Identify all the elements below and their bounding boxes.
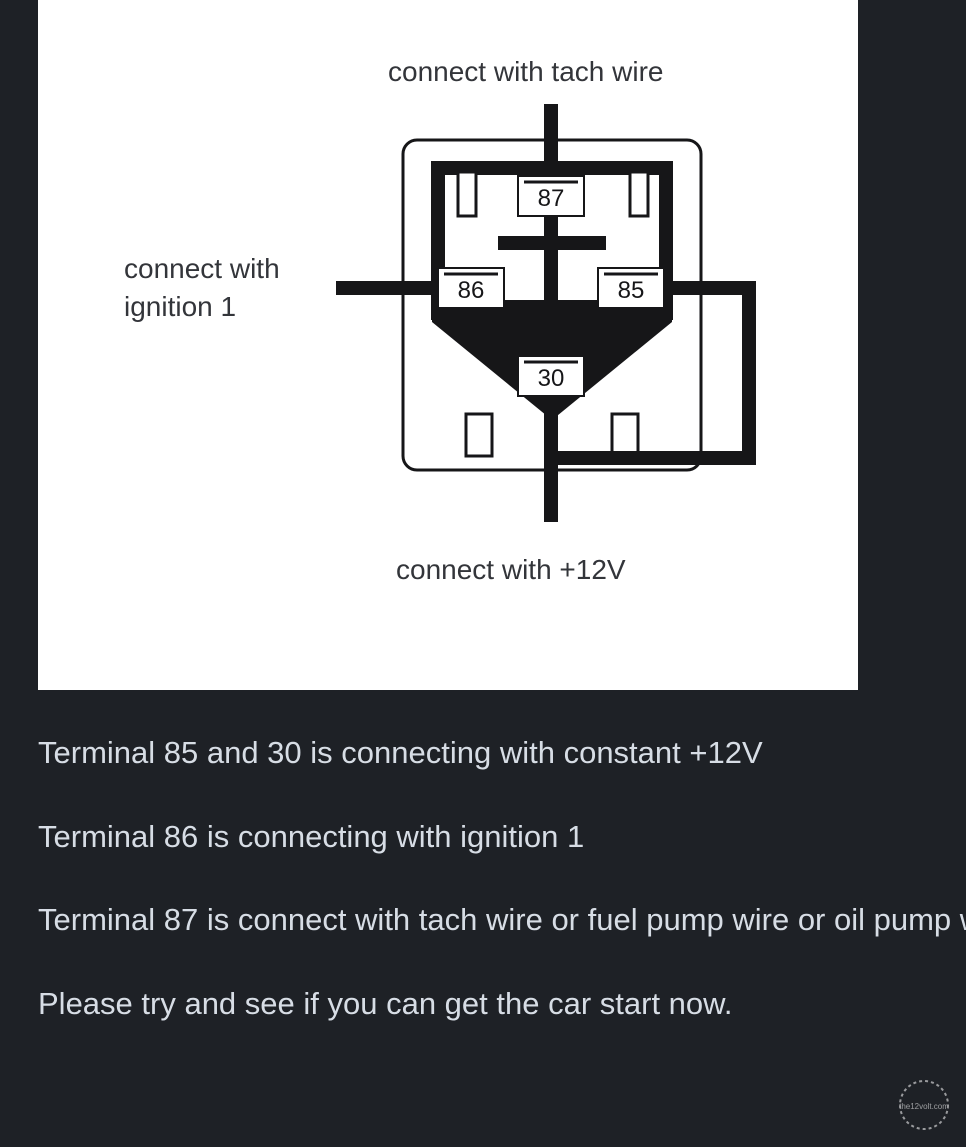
- para-3: Terminal 87 is connect with tach wire or…: [38, 895, 928, 945]
- para-4: Please try and see if you can get the ca…: [38, 979, 928, 1029]
- watermark-icon: the12volt.com: [892, 1073, 956, 1137]
- watermark-text: the12volt.com: [899, 1102, 949, 1111]
- blade-outline-tr: [630, 172, 648, 216]
- para-2: Terminal 86 is connecting with ignition …: [38, 812, 928, 862]
- label-left-line2: ignition 1: [124, 290, 236, 324]
- para-1: Terminal 85 and 30 is connecting with co…: [38, 728, 928, 778]
- instruction-text: Terminal 85 and 30 is connecting with co…: [0, 690, 966, 1028]
- wire-86: [336, 281, 440, 295]
- relay-crossbar-v: [544, 216, 558, 306]
- blade-outline-tl: [458, 172, 476, 216]
- wire-85-h: [662, 281, 756, 295]
- page: 87 86 85 30 connect with tach wire conne…: [0, 0, 966, 1028]
- wire-87: [544, 104, 558, 174]
- wire-85-join: [544, 451, 756, 465]
- wire-30: [544, 398, 558, 522]
- label-top: connect with tach wire: [388, 55, 663, 89]
- terminal-86-num: 86: [458, 277, 485, 304]
- terminal-85-num: 85: [618, 277, 645, 304]
- label-left-line1: connect with: [124, 252, 280, 286]
- label-bottom: connect with +12V: [396, 553, 626, 587]
- relay-diagram-card: 87 86 85 30 connect with tach wire conne…: [38, 0, 858, 690]
- relay-bottom-tab-right: [612, 414, 638, 456]
- terminal-87-num: 87: [538, 185, 565, 212]
- relay-bottom-tab-left: [466, 414, 492, 456]
- wire-85-v: [742, 281, 756, 465]
- terminal-30-num: 30: [538, 365, 565, 392]
